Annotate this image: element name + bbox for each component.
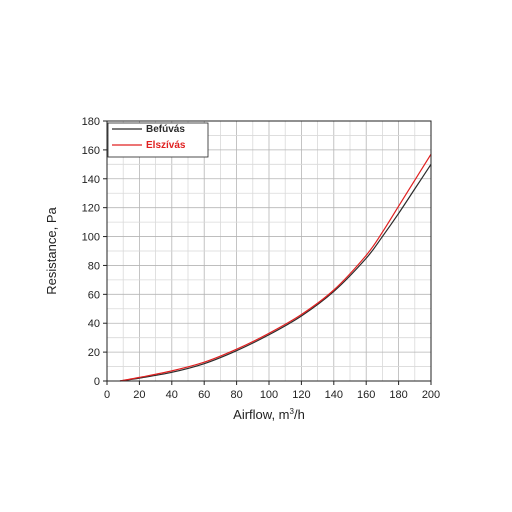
y-tick-label: 40 xyxy=(88,318,100,330)
x-tick-label: 140 xyxy=(325,389,343,401)
y-tick-label: 0 xyxy=(94,376,100,388)
x-tick-label: 180 xyxy=(389,389,407,401)
x-tick-label: 160 xyxy=(357,389,375,401)
x-axis-title-sup: 3 xyxy=(290,407,295,416)
x-axis-title-suffix: /h xyxy=(294,407,305,422)
grid xyxy=(106,120,432,382)
y-tick-label: 140 xyxy=(82,174,100,186)
series-layer xyxy=(119,153,432,382)
x-axis-title: Airflow, m3/h xyxy=(233,407,305,422)
x-tick-label: 20 xyxy=(133,389,145,401)
legend-label-elszivas: Elszívás xyxy=(146,140,186,151)
y-tick-label: 60 xyxy=(88,289,100,301)
y-axis-title: Resistance, Pa xyxy=(44,207,59,295)
y-tick-label: 160 xyxy=(82,145,100,157)
x-tick-label: 60 xyxy=(198,389,210,401)
y-tick-label: 80 xyxy=(88,260,100,272)
x-tick-label: 200 xyxy=(422,389,440,401)
y-tick-label: 180 xyxy=(82,116,100,128)
series-line-0 xyxy=(119,164,432,382)
x-tick-label: 100 xyxy=(260,389,278,401)
x-tick-label: 0 xyxy=(104,389,110,401)
x-tick-label: 120 xyxy=(292,389,310,401)
legend-label-befuvas: Befúvás xyxy=(146,124,185,135)
y-tick-label: 120 xyxy=(82,203,100,215)
x-tick-label: 80 xyxy=(230,389,242,401)
series-line-1 xyxy=(119,153,432,382)
y-tick-labels: 0 20 40 60 80 100 120 140 160 180 xyxy=(82,116,107,388)
x-axis-title-main: Airflow, m xyxy=(233,407,289,422)
x-tick-label: 40 xyxy=(166,389,178,401)
y-tick-label: 100 xyxy=(82,232,100,244)
legend: Befúvás Elszívás xyxy=(107,122,209,158)
y-tick-label: 20 xyxy=(88,347,100,359)
x-tick-labels: 0 20 40 60 80 100 120 140 160 180 200 xyxy=(104,381,440,401)
